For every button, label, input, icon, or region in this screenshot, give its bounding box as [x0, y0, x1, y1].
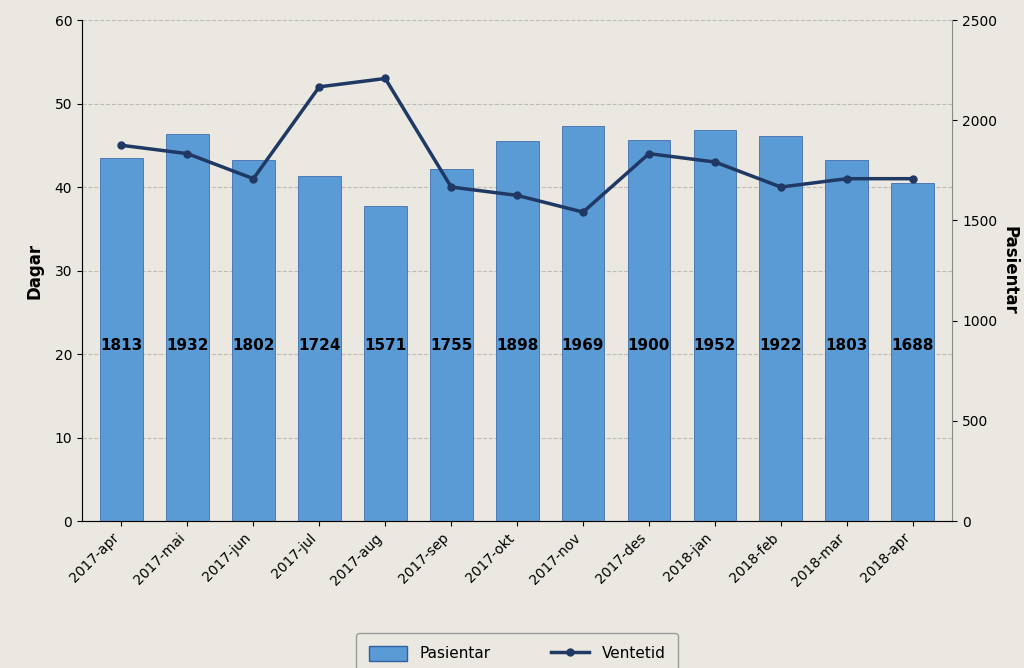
- Text: 1932: 1932: [166, 338, 209, 353]
- Bar: [231, 160, 274, 521]
- Text: 1898: 1898: [496, 338, 539, 353]
- Legend: Pasientar, Ventetid: Pasientar, Ventetid: [356, 633, 678, 668]
- Text: 1922: 1922: [760, 338, 802, 353]
- Y-axis label: Pasientar: Pasientar: [1000, 226, 1018, 315]
- Text: 1724: 1724: [298, 338, 341, 353]
- Text: 1969: 1969: [562, 338, 604, 353]
- Bar: [760, 136, 803, 521]
- Text: 1813: 1813: [100, 338, 142, 353]
- Bar: [628, 140, 671, 521]
- Text: 1802: 1802: [232, 338, 274, 353]
- Bar: [166, 134, 209, 521]
- Bar: [891, 183, 934, 521]
- Text: 1688: 1688: [892, 338, 934, 353]
- Bar: [430, 169, 473, 521]
- Bar: [561, 126, 604, 521]
- Text: 1571: 1571: [365, 338, 407, 353]
- Bar: [298, 176, 341, 521]
- Bar: [825, 160, 868, 521]
- Bar: [496, 141, 539, 521]
- Text: 1952: 1952: [693, 338, 736, 353]
- Text: 1803: 1803: [825, 338, 868, 353]
- Bar: [364, 206, 407, 521]
- Y-axis label: Dagar: Dagar: [26, 242, 43, 299]
- Text: 1755: 1755: [430, 338, 472, 353]
- Bar: [100, 158, 143, 521]
- Text: 1900: 1900: [628, 338, 670, 353]
- Bar: [693, 130, 736, 521]
